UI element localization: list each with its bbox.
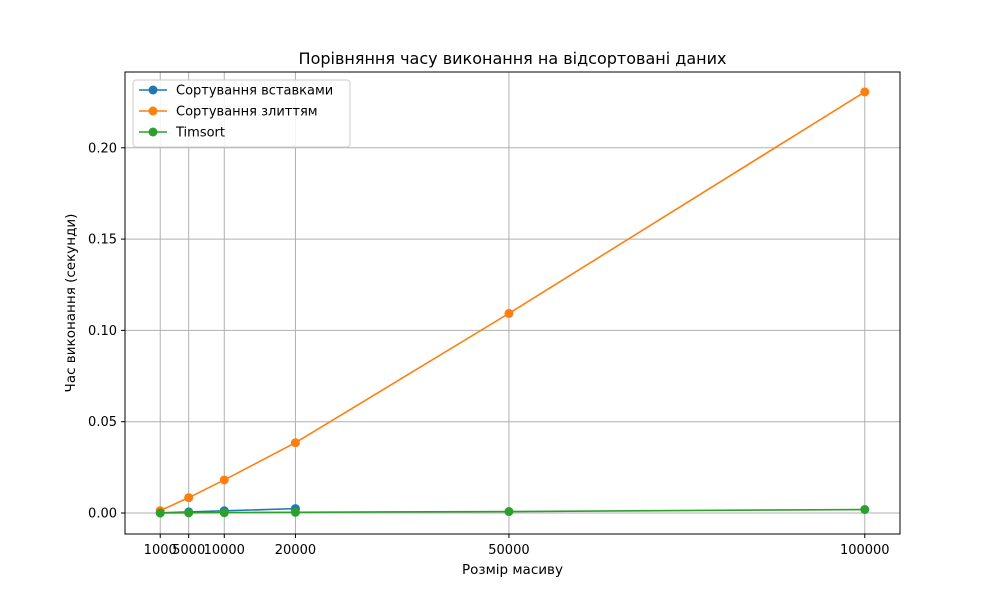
legend-box bbox=[132, 79, 351, 148]
series-3 bbox=[155, 505, 870, 518]
y-axis-label: Час виконання (секунди) bbox=[63, 214, 79, 393]
series-line bbox=[159, 91, 866, 512]
plot-frame bbox=[124, 71, 901, 535]
y-tick-label: 0.00 bbox=[88, 507, 117, 522]
data-point bbox=[219, 475, 229, 485]
legend: Сортування вставками Сортування злиттям Ti… bbox=[132, 79, 351, 148]
data-point bbox=[860, 87, 870, 97]
legend-label: Сортування злиттям bbox=[176, 105, 318, 120]
data-point bbox=[290, 438, 300, 448]
legend-item: Сортування вставками bbox=[139, 84, 333, 99]
y-tick-label: 0.10 bbox=[88, 324, 117, 339]
data-point bbox=[504, 507, 514, 517]
y-tick-label: 0.15 bbox=[88, 233, 117, 248]
x-tick-label: 20000 bbox=[275, 543, 316, 558]
x-tick-label: 10000 bbox=[204, 543, 245, 558]
x-tick-label: 50000 bbox=[488, 543, 529, 558]
x-tick-label: 100000 bbox=[840, 543, 890, 558]
chart-title: Порівняння часу виконання на відсортован… bbox=[299, 49, 727, 68]
legend-label: Timsort bbox=[175, 126, 225, 141]
data-point bbox=[290, 507, 300, 517]
series-layer bbox=[155, 87, 870, 518]
y-tick-label: 0.05 bbox=[88, 415, 117, 430]
y-tick-label: 0.20 bbox=[88, 141, 117, 156]
series-line bbox=[160, 508, 865, 514]
data-point bbox=[184, 493, 194, 503]
legend-item: Timsort bbox=[139, 126, 225, 141]
legend-label: Сортування вставками bbox=[176, 84, 333, 99]
data-point bbox=[860, 505, 870, 515]
legend-swatch-marker bbox=[148, 106, 158, 116]
legend-item: Сортування злиттям bbox=[139, 105, 318, 120]
x-tick-label: 1000 bbox=[144, 543, 177, 558]
legend-swatch-marker bbox=[148, 127, 158, 137]
x-axis-label: Розмір масиву bbox=[462, 562, 563, 578]
data-point bbox=[184, 508, 194, 518]
data-point bbox=[219, 508, 229, 518]
data-point bbox=[155, 508, 165, 518]
series-2 bbox=[155, 87, 870, 516]
x-tick-label: 5000 bbox=[172, 543, 205, 558]
legend-swatch-marker bbox=[148, 85, 158, 95]
data-point bbox=[504, 308, 514, 318]
